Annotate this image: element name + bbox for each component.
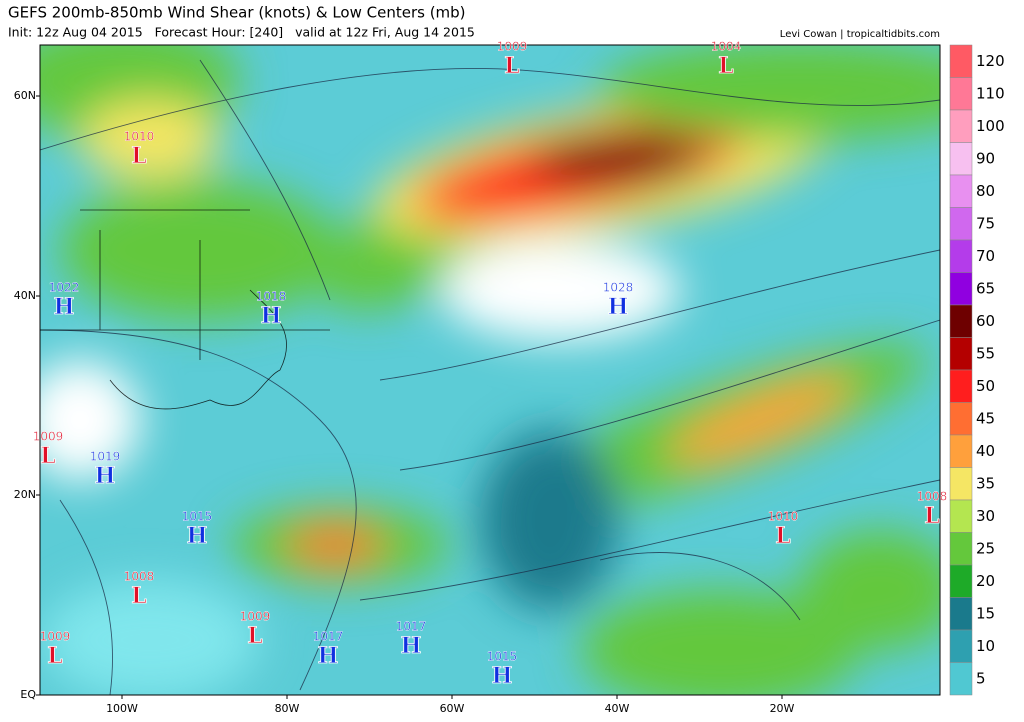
colorbar-swatch [949, 239, 973, 273]
center-symbol: L [718, 53, 733, 79]
map-frame [39, 44, 941, 696]
center-pressure: 1017 [396, 620, 427, 634]
lat-label: 60N [14, 89, 36, 102]
center-pressure: 1009 [40, 630, 71, 644]
colorbar-swatch [949, 337, 973, 371]
center-pressure: 1028 [603, 281, 634, 295]
center-pressure: 1009 [497, 40, 528, 54]
center-pressure: 1009 [240, 610, 271, 624]
colorbar-swatch [949, 304, 973, 338]
colorbar-swatch [949, 597, 973, 631]
colorbar-label: 55 [976, 344, 995, 362]
colorbar-label: 70 [976, 247, 995, 265]
colorbar-swatch [949, 434, 973, 468]
center-symbol: L [775, 523, 790, 549]
colorbar-label: 80 [976, 182, 995, 200]
center-pressure: 1010 [768, 510, 799, 524]
colorbar-swatch [949, 77, 973, 111]
colorbar-swatch [949, 142, 973, 176]
shear-field [40, 45, 940, 695]
center-symbol: H [608, 294, 629, 320]
center-symbol: H [187, 523, 208, 549]
lon-label: 80W [275, 702, 300, 715]
center-pressure: 1008 [917, 490, 948, 504]
colorbar-label: 65 [976, 279, 995, 297]
colorbar-swatch [949, 564, 973, 598]
center-pressure: 1017 [313, 630, 344, 644]
center-symbol: L [924, 503, 939, 529]
subtitle: Init: 12z Aug 04 2015 Forecast Hour: [24… [8, 25, 475, 40]
colorbar-label: 35 [976, 474, 995, 492]
colorbar-label: 20 [976, 572, 995, 590]
colorbar-swatch [949, 402, 973, 436]
colorbar-swatch [949, 532, 973, 566]
center-pressure: 1019 [90, 450, 121, 464]
colorbar-label: 15 [976, 604, 995, 622]
title: GEFS 200mb-850mb Wind Shear (knots) & Lo… [8, 4, 466, 22]
center-symbol: H [318, 643, 339, 669]
colorbar-label: 40 [976, 442, 995, 460]
center-pressure: 1015 [182, 510, 213, 524]
center-symbol: L [247, 623, 262, 649]
colorbar-swatch [949, 207, 973, 241]
colorbar-label: 90 [976, 149, 995, 167]
lat-label: 40N [14, 289, 36, 302]
colorbar-label: 30 [976, 507, 995, 525]
colorbar-swatch [949, 369, 973, 403]
center-symbol: H [54, 294, 75, 320]
lat-label: EQ [20, 688, 36, 701]
center-pressure: 1022 [49, 281, 80, 295]
colorbar-swatch [949, 662, 973, 696]
lon-label: 40W [605, 702, 630, 715]
colorbar-label: 10 [976, 637, 995, 655]
colorbar-label: 110 [976, 84, 1005, 102]
center-pressure: 1015 [487, 650, 518, 664]
colorbar-label: 45 [976, 409, 995, 427]
center-symbol: L [131, 583, 146, 609]
center-pressure: 1009 [33, 430, 64, 444]
center-symbol: L [131, 143, 146, 169]
center-symbol: H [95, 463, 116, 489]
colorbar-swatch [949, 174, 973, 208]
colorbar-label: 100 [976, 117, 1005, 135]
lon-label: 60W [440, 702, 465, 715]
center-symbol: L [40, 443, 55, 469]
colorbar-label: 50 [976, 377, 995, 395]
lat-label: 20N [14, 488, 36, 501]
center-symbol: L [47, 643, 62, 669]
colorbar-label: 75 [976, 214, 995, 232]
colorbar-swatch [949, 109, 973, 143]
center-symbol: L [504, 53, 519, 79]
colorbar-label: 60 [976, 312, 995, 330]
colorbar-label: 5 [976, 669, 986, 687]
colorbar-swatch [949, 44, 973, 78]
colorbar-swatch [949, 499, 973, 533]
center-symbol: H [261, 303, 282, 329]
colorbar-swatch [949, 272, 973, 306]
lon-label: 100W [106, 702, 138, 715]
colorbar-label: 120 [976, 52, 1005, 70]
credit: Levi Cowan | tropicaltidbits.com [780, 29, 940, 40]
center-symbol: H [492, 663, 513, 689]
center-symbol: H [401, 633, 422, 659]
colorbar-label: 25 [976, 539, 995, 557]
lon-label: 20W [770, 702, 795, 715]
center-pressure: 1018 [256, 290, 287, 304]
center-pressure: 1004 [711, 40, 742, 54]
center-pressure: 1008 [124, 570, 155, 584]
colorbar-swatch [949, 467, 973, 501]
colorbar-swatch [949, 629, 973, 663]
center-pressure: 1010 [124, 130, 155, 144]
